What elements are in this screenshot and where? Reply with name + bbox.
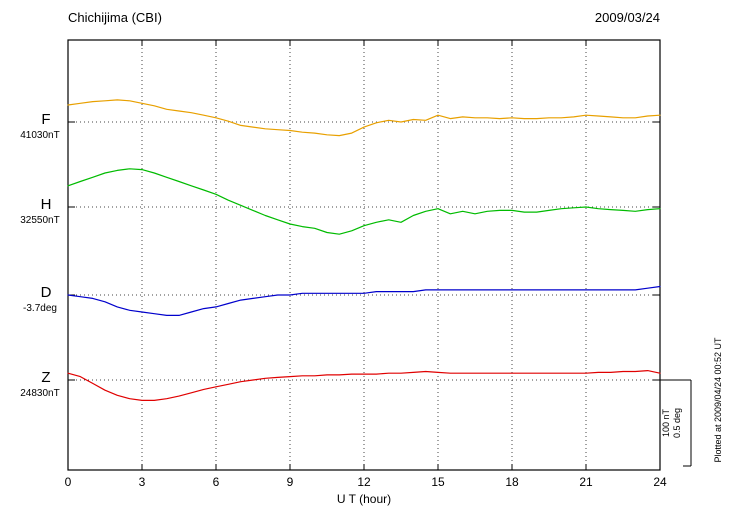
- x-tick-label-3: 3: [139, 475, 146, 489]
- scale-bar-label-nt: 100 nT: [661, 408, 671, 437]
- x-tick-label-15: 15: [431, 475, 445, 489]
- scale-bar-label-deg: 0.5 deg: [672, 408, 682, 438]
- trace-lines: [67, 99, 661, 401]
- trace-H: [67, 168, 661, 235]
- series-letter-Z: Z: [41, 369, 50, 386]
- x-tick-label-0: 0: [65, 475, 72, 489]
- trace-F: [67, 99, 661, 137]
- series-letter-H: H: [41, 196, 52, 213]
- trace-D: [67, 285, 661, 316]
- series-letter-D: D: [41, 284, 52, 301]
- series-labels: F 41030nT H 32550nT D -3.7deg Z 24830nT: [20, 111, 59, 399]
- plot-date: 2009/03/24: [595, 10, 660, 25]
- x-tick-label-21: 21: [579, 475, 593, 489]
- x-tick-label-24: 24: [653, 475, 667, 489]
- grid-lines: [141, 40, 587, 470]
- x-tick-label-18: 18: [505, 475, 519, 489]
- series-letter-F: F: [41, 111, 50, 128]
- series-value-Z: 24830nT: [20, 388, 59, 399]
- trace-baselines: [68, 121, 660, 381]
- plotted-at-note: Plotted at 2009/04/24 00:52 UT: [713, 337, 723, 463]
- series-value-H: 32550nT: [20, 215, 59, 226]
- x-tick-label-9: 9: [287, 475, 294, 489]
- x-tick-label-6: 6: [213, 475, 220, 489]
- series-value-F: 41030nT: [20, 130, 59, 141]
- x-tick-label-12: 12: [357, 475, 371, 489]
- series-value-D: -3.7deg: [23, 303, 57, 314]
- scale-bar: 100 nT 0.5 deg: [660, 379, 692, 467]
- x-axis-label: U T (hour): [337, 492, 391, 506]
- trace-Z: [67, 370, 661, 401]
- x-axis-ticks: 0 3 6 9 12 15 18 21 24: [65, 40, 667, 489]
- station-title: Chichijima (CBI): [68, 10, 162, 25]
